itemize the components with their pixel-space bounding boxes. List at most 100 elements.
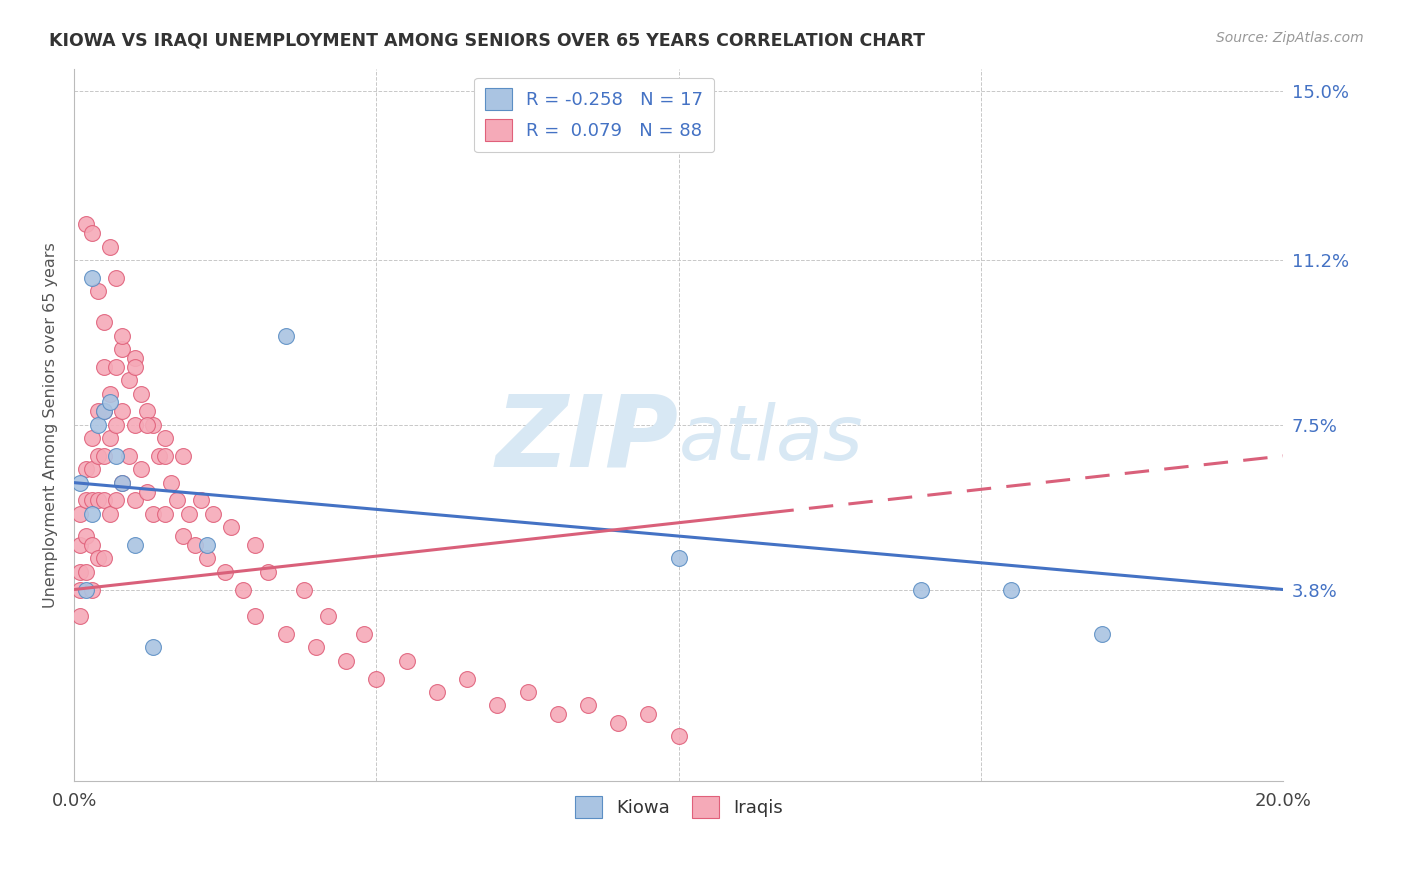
Point [486, 698, 509, 713]
Point [195, 538, 218, 552]
Point [82, 507, 104, 521]
Point [129, 462, 152, 476]
Point [160, 475, 183, 490]
Point [245, 609, 267, 624]
Point [274, 627, 297, 641]
Point [910, 582, 932, 597]
Point [129, 386, 152, 401]
Point [607, 716, 630, 731]
Point [82, 431, 104, 445]
Point [117, 373, 139, 387]
Point [117, 449, 139, 463]
Point [124, 359, 146, 374]
Text: ZIP: ZIP [496, 391, 679, 488]
Point [142, 640, 165, 655]
Point [177, 507, 200, 521]
Point [316, 609, 339, 624]
Point [274, 328, 297, 343]
Point [153, 431, 176, 445]
Point [93, 359, 115, 374]
Point [214, 565, 236, 579]
Point [353, 627, 375, 641]
Point [98, 395, 121, 409]
Point [87, 551, 110, 566]
Point [135, 417, 157, 432]
Point [105, 270, 128, 285]
Point [111, 475, 134, 490]
Point [292, 582, 315, 597]
Point [426, 685, 449, 699]
Point [153, 507, 176, 521]
Point [75, 529, 97, 543]
Point [576, 698, 599, 713]
Point [456, 672, 478, 686]
Point [75, 493, 97, 508]
Point [98, 507, 121, 521]
Point [124, 538, 146, 552]
Point [668, 730, 690, 744]
Point [82, 270, 104, 285]
Point [142, 417, 165, 432]
Point [87, 493, 110, 508]
Point [82, 462, 104, 476]
Point [87, 449, 110, 463]
Point [124, 493, 146, 508]
Point [195, 551, 218, 566]
Point [366, 672, 388, 686]
Point [75, 218, 97, 232]
Point [1091, 627, 1114, 641]
Point [111, 404, 134, 418]
Point [105, 449, 128, 463]
Point [547, 707, 569, 722]
Point [184, 538, 207, 552]
Y-axis label: Unemployment Among Seniors over 65 years: Unemployment Among Seniors over 65 years [44, 242, 58, 607]
Point [69, 538, 91, 552]
Point [93, 493, 115, 508]
Point [111, 475, 134, 490]
Point [111, 328, 134, 343]
Point [75, 565, 97, 579]
Point [516, 685, 538, 699]
Point [87, 404, 110, 418]
Point [82, 493, 104, 508]
Point [82, 227, 104, 241]
Point [93, 404, 115, 418]
Point [105, 359, 128, 374]
Text: KIOWA VS IRAQI UNEMPLOYMENT AMONG SENIORS OVER 65 YEARS CORRELATION CHART: KIOWA VS IRAQI UNEMPLOYMENT AMONG SENIOR… [49, 31, 925, 49]
Point [153, 449, 176, 463]
Point [232, 582, 254, 597]
Point [69, 475, 91, 490]
Point [69, 565, 91, 579]
Point [1000, 582, 1022, 597]
Point [335, 654, 357, 668]
Point [69, 507, 91, 521]
Point [75, 462, 97, 476]
Point [166, 493, 188, 508]
Text: atlas: atlas [679, 402, 863, 476]
Point [98, 431, 121, 445]
Point [305, 640, 328, 655]
Point [135, 404, 157, 418]
Point [87, 284, 110, 298]
Point [82, 582, 104, 597]
Point [69, 609, 91, 624]
Point [105, 493, 128, 508]
Point [148, 449, 170, 463]
Point [135, 484, 157, 499]
Point [668, 551, 690, 566]
Point [82, 538, 104, 552]
Point [202, 507, 225, 521]
Point [124, 417, 146, 432]
Point [245, 538, 267, 552]
Point [190, 493, 212, 508]
Point [93, 551, 115, 566]
Point [395, 654, 418, 668]
Point [172, 449, 194, 463]
Point [98, 240, 121, 254]
Point [93, 449, 115, 463]
Text: Source: ZipAtlas.com: Source: ZipAtlas.com [1216, 31, 1364, 45]
Point [637, 707, 659, 722]
Point [172, 529, 194, 543]
Point [69, 582, 91, 597]
Point [111, 342, 134, 356]
